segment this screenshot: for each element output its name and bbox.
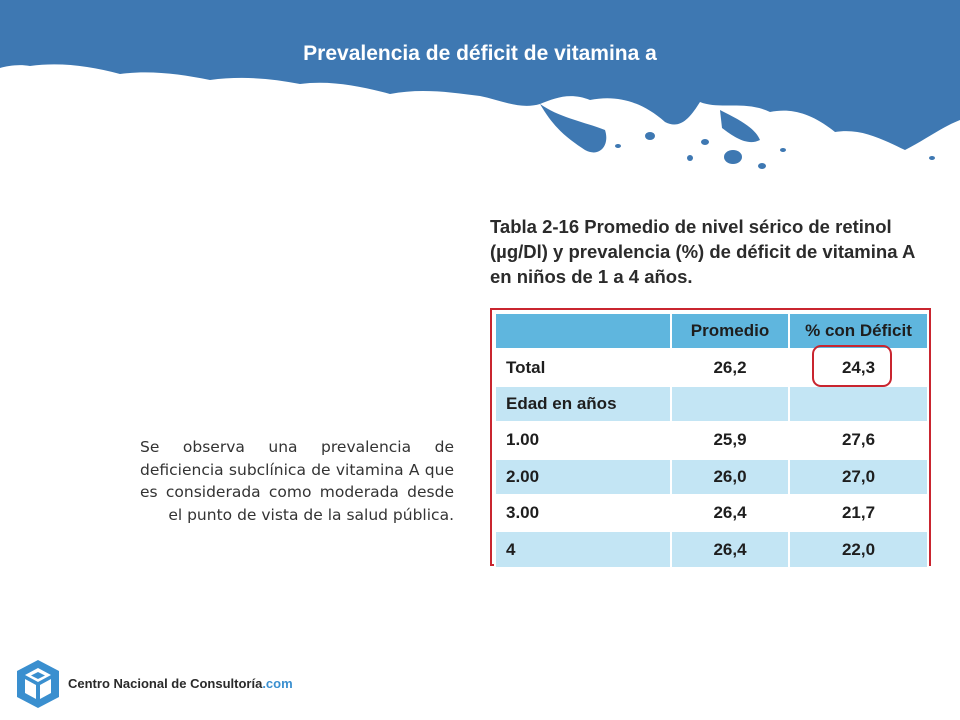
- data-table-frame: Promedio % con Déficit Total 26,2 24,3 E…: [490, 308, 931, 569]
- highlight-annotation: [812, 345, 892, 387]
- header-cell-promedio: Promedio: [670, 311, 790, 351]
- body-paragraph: Se observa una prevalencia de deficienci…: [140, 438, 454, 524]
- row-label: 1.00: [494, 421, 672, 460]
- table-row: Edad en años: [494, 384, 929, 424]
- company-logo-text: Centro Nacional de Consultoría.com: [68, 676, 293, 691]
- row-deficit: 27,6: [788, 421, 929, 460]
- row-label: 3.00: [494, 493, 672, 533]
- row-promedio: 26,4: [670, 493, 790, 533]
- cubes-logo-icon: [17, 660, 59, 708]
- row-promedio: 26,2: [670, 348, 790, 387]
- header-banner: [0, 0, 960, 169]
- row-label: 2.00: [494, 457, 672, 496]
- row-deficit: [788, 384, 929, 424]
- row-deficit: 22,0: [788, 530, 929, 569]
- company-domain-suffix: .com: [262, 676, 293, 691]
- table-row: 3.00 26,4 21,7: [494, 493, 929, 533]
- table-row: 1.00 25,9 27,6: [494, 421, 929, 460]
- table-row: Total 26,2 24,3: [494, 348, 929, 387]
- row-label: 4: [494, 530, 672, 569]
- row-deficit: 21,7: [788, 493, 929, 533]
- row-label: Edad en años: [494, 384, 672, 424]
- header-cell-deficit: % con Déficit: [788, 311, 929, 351]
- row-promedio: 26,4: [670, 530, 790, 569]
- row-promedio: 25,9: [670, 421, 790, 460]
- table-row: 2.00 26,0 27,0: [494, 457, 929, 496]
- table-header-row: Promedio % con Déficit: [494, 311, 929, 351]
- row-deficit: 27,0: [788, 457, 929, 496]
- row-label: Total: [494, 348, 672, 387]
- table-row: 4 26,4 22,0: [494, 530, 929, 569]
- slide-title: Prevalencia de déficit de vitamina a: [303, 42, 657, 65]
- header-cell-label: [494, 311, 672, 351]
- row-promedio: [670, 384, 790, 424]
- row-promedio: 26,0: [670, 457, 790, 496]
- company-name: Centro Nacional de Consultoría: [68, 676, 263, 691]
- table-caption: Tabla 2-16 Promedio de nivel sérico de r…: [490, 216, 915, 287]
- data-table: Promedio % con Déficit Total 26,2 24,3 E…: [494, 311, 929, 569]
